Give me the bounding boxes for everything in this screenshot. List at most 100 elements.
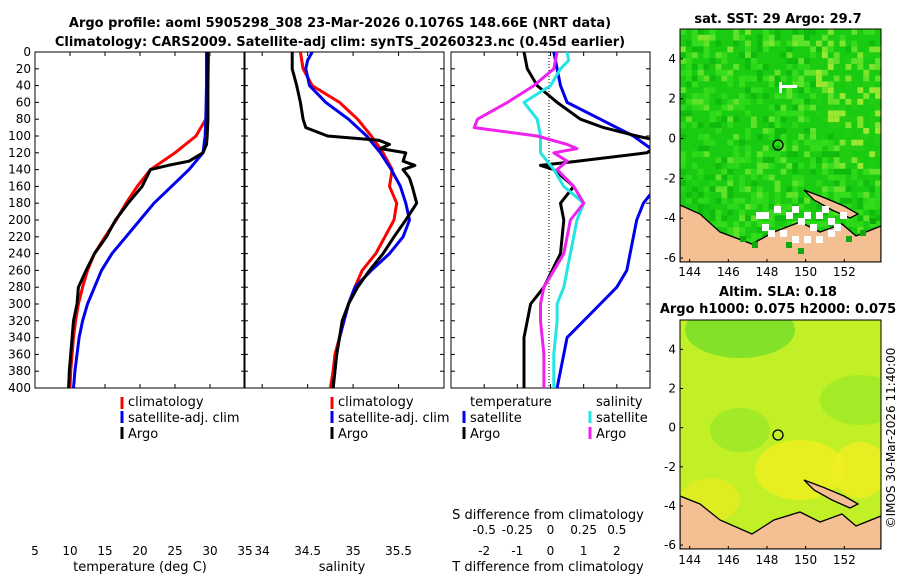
sst-cell [745,186,751,193]
sst-cell [680,93,686,99]
sst-cell [739,197,745,204]
sst-cell [733,203,740,210]
sst-cell [798,81,805,88]
sst-cell [762,203,769,210]
sst-cell [816,145,822,152]
sst-cell [875,87,881,94]
sst-cell [750,174,757,181]
sst-cell [857,87,864,94]
map-y-tick-label: -6 [664,538,676,552]
sst-cell [750,122,757,128]
sst-cell [833,186,840,193]
sst-cell [869,186,876,193]
sst-cell [792,197,799,204]
sst-cell [697,122,704,128]
map-y-tick-label: 0 [668,421,676,435]
sst-cell [827,46,834,53]
sst-cell [768,209,775,216]
sst-cell [756,157,763,163]
sst-cell [697,174,704,181]
sst-cell [810,133,816,140]
sst-cell [721,93,728,99]
sst-cell [709,29,716,35]
sst-cell [756,163,763,169]
sst-cell [756,227,763,233]
sst-cell [703,192,710,198]
sst-cell [691,46,698,53]
sst-cell [680,52,686,59]
sst-cell [685,116,692,123]
sst-cell [821,69,828,76]
sst-cell [680,46,686,53]
sst-cell [816,87,822,94]
sst-cell [869,110,876,117]
sst-cell [792,168,799,175]
sst-cell [863,75,870,82]
sst-cell [857,133,864,140]
series-line-argo [67,52,210,388]
x-tick-label: 2 [613,544,621,558]
sst-cell [768,81,775,88]
map-x-tick-label: 144 [678,265,701,279]
sst-cell [733,227,740,233]
sst-cell [721,215,728,222]
sst-cell [774,151,781,158]
sst-cell [691,52,698,59]
sst-cell [691,75,698,82]
sst-cell [691,81,698,88]
sst-cell [875,128,881,134]
sst-cell [869,221,876,227]
sst-cell [851,221,858,227]
sst-cell [792,192,799,198]
sst-cell [762,116,769,123]
sst-cell [703,174,710,181]
sst-cell [798,197,805,204]
sst-cell [721,52,728,59]
sst-cell [804,98,810,105]
sst-cell [786,64,793,70]
sst-cell [756,151,763,158]
sst-cell [875,215,881,222]
map-x-tick-label: 148 [756,265,779,279]
sst-cell [827,139,834,146]
sst-cell [697,104,704,111]
figure-title-line2: Climatology: CARS2009. Satellite-adj cli… [55,35,625,50]
sst-cell [851,174,858,181]
sst-cell [691,93,698,99]
sst-cell [821,87,828,94]
sst-cell [703,145,710,152]
sst-cell [774,40,781,47]
sst-cell [804,87,810,94]
sst-cell [733,133,740,140]
sst-cell [833,58,840,64]
sst-cell [816,69,822,76]
sst-cell [857,122,864,128]
sst-cell [739,52,745,59]
sst-cell [821,163,828,169]
y-tick-label: 140 [8,163,31,177]
sst-cell [703,93,710,99]
sst-cell [810,139,816,146]
sst-cell [762,163,769,169]
sst-cell [851,139,858,146]
sst-cell [821,168,828,175]
sst-cell [851,215,858,222]
series-line-climatology [298,52,399,388]
sst-cell [786,69,793,76]
x-tick-label: 15 [97,544,112,558]
sst-cell [768,215,775,222]
sst-cell [691,180,698,187]
sst-cell [869,163,876,169]
sst-cell [680,87,686,94]
salinity-series [290,52,419,388]
sst-cell [863,128,870,134]
s-difference-xlabel: S difference from climatology [452,508,644,523]
sst-cell [851,46,858,53]
x-tick-label-top: 0.5 [607,523,626,537]
sst-cell [875,110,881,117]
sst-cell [756,186,763,193]
sst-cell [780,110,787,117]
sst-cell [786,203,793,210]
sst-cell [715,128,722,134]
sst-cell [875,58,881,64]
